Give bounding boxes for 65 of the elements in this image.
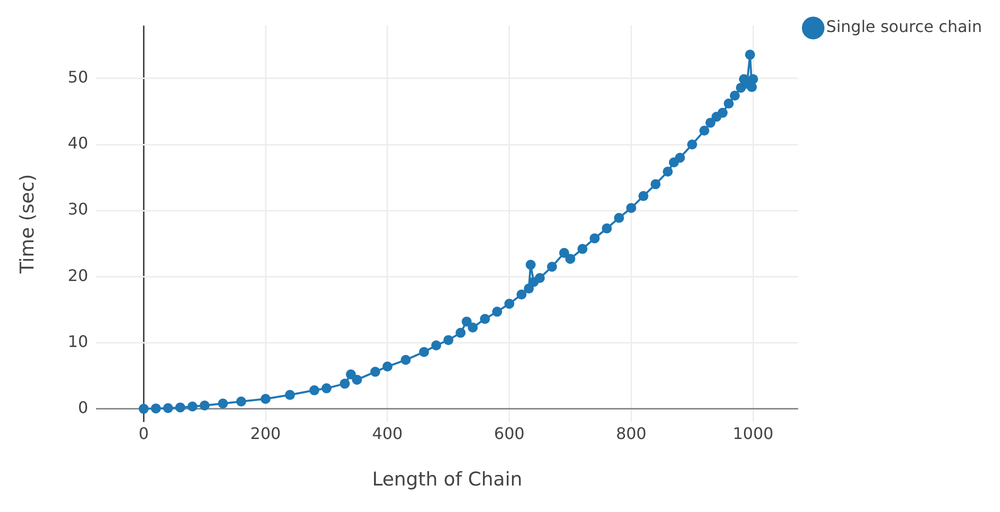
point <box>674 152 685 163</box>
point <box>650 179 661 190</box>
point <box>309 385 320 396</box>
x-tick-label: 0 <box>138 424 149 443</box>
point <box>382 362 392 372</box>
point <box>163 403 174 414</box>
y-tick-label: 10 <box>68 332 88 351</box>
point <box>662 166 673 177</box>
point <box>730 90 740 101</box>
point <box>577 244 588 254</box>
point <box>724 98 734 109</box>
point <box>602 223 612 234</box>
point <box>218 398 228 408</box>
point <box>705 118 716 128</box>
point <box>340 378 350 389</box>
x-tick-label: 400 <box>372 424 403 443</box>
point <box>200 400 210 410</box>
point <box>284 390 295 400</box>
point <box>504 298 514 309</box>
point <box>748 74 758 84</box>
point <box>526 260 536 270</box>
y-tick-label: 20 <box>68 266 88 285</box>
point <box>546 262 557 272</box>
point <box>400 354 411 365</box>
point <box>626 202 636 213</box>
point <box>236 396 246 407</box>
x-tick-label: 800 <box>616 424 646 443</box>
x-axis-title: Length of Chain <box>372 468 522 491</box>
y-tick-label: 0 <box>78 398 88 417</box>
x-tick-label: 600 <box>494 424 525 443</box>
y-tick-label: 40 <box>68 134 88 153</box>
point <box>516 289 527 300</box>
point <box>614 212 624 223</box>
point <box>480 314 490 324</box>
point <box>322 383 332 394</box>
point <box>138 404 149 414</box>
point <box>443 335 454 346</box>
point <box>370 366 380 377</box>
point <box>534 272 545 283</box>
point <box>175 402 186 412</box>
point <box>524 284 534 294</box>
point <box>718 108 728 118</box>
point <box>260 394 271 404</box>
point <box>590 233 600 244</box>
point <box>699 126 710 136</box>
y-tick-label: 30 <box>68 200 88 219</box>
point <box>431 340 442 350</box>
point <box>492 306 502 317</box>
point <box>462 316 472 327</box>
point <box>456 328 466 338</box>
point <box>745 50 756 60</box>
x-tick-label: 200 <box>250 424 281 443</box>
point <box>468 322 478 333</box>
point <box>565 254 576 264</box>
point <box>187 401 198 412</box>
point <box>419 346 430 357</box>
point <box>687 140 698 150</box>
legend-label: Single source chain <box>826 17 982 36</box>
y-axis-title: Time (sec) <box>16 174 38 275</box>
point <box>352 374 362 385</box>
y-tick-label: 50 <box>68 68 88 87</box>
x-tick-label: 1000 <box>732 424 774 443</box>
point <box>638 191 648 202</box>
point <box>150 403 161 414</box>
point <box>559 248 570 258</box>
